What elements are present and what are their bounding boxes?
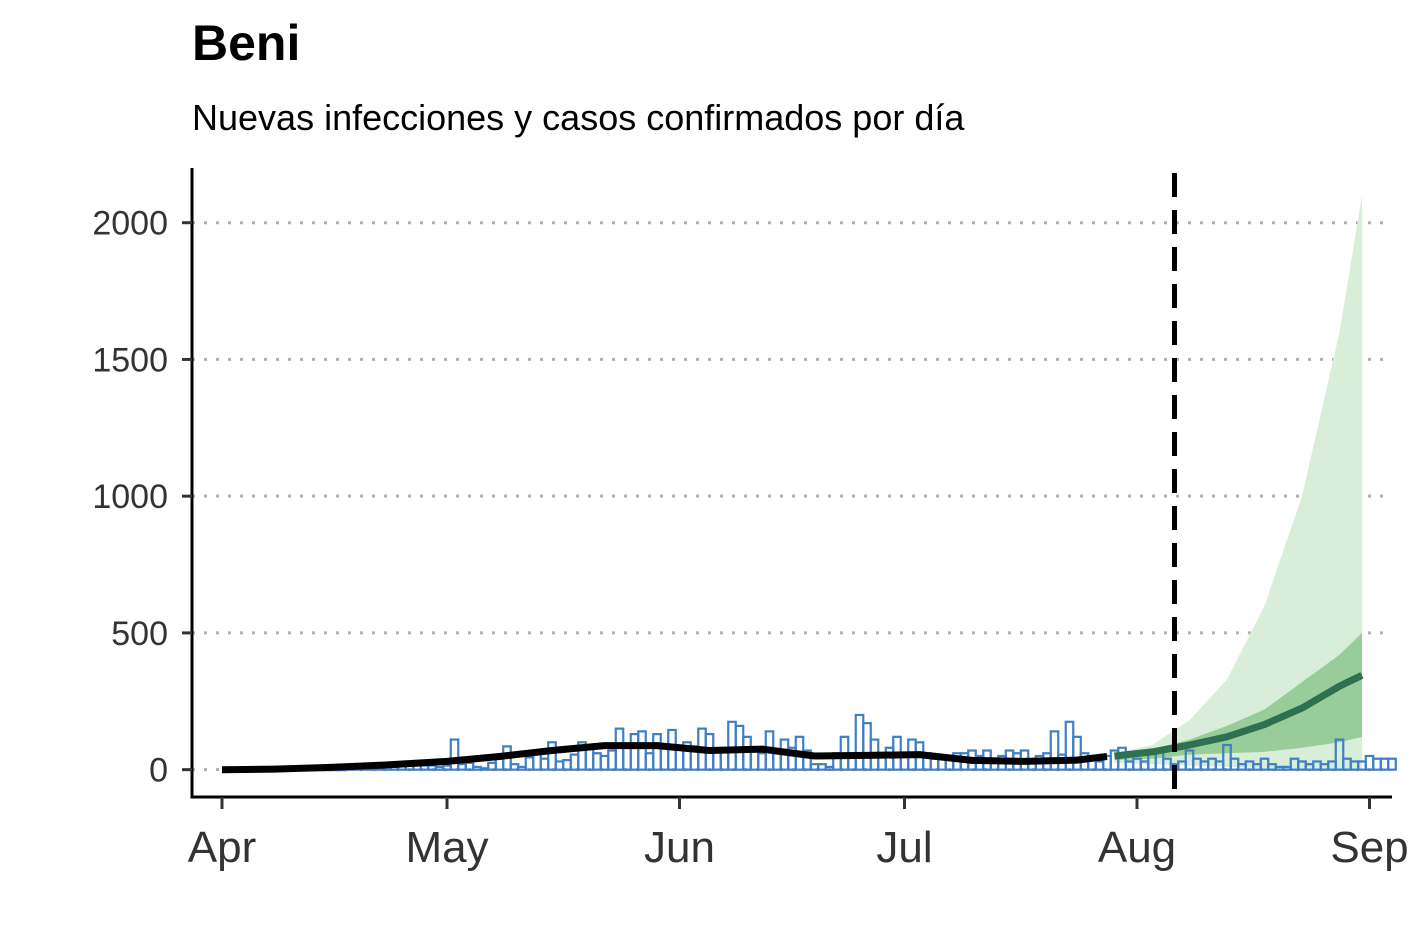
case-bar [929,757,940,771]
case-bar [539,757,550,771]
case-bar [509,763,520,771]
case-bar [862,722,872,771]
case-bar [494,757,505,771]
case-bar [1334,738,1345,771]
x-tick-label: Jul [876,823,932,872]
case-bar [854,713,865,771]
case-bar [742,735,752,771]
case-bar [1387,757,1397,771]
case-bar [434,765,445,771]
x-tick-label: Jun [644,823,715,872]
case-bar [659,746,670,771]
case-bar [442,764,452,771]
case-bar [1379,757,1390,771]
forecast-median-line [1114,672,1364,760]
x-tick-label: Aug [1098,823,1176,872]
lines [221,173,1364,797]
case-bar [1094,760,1105,771]
case-bar [487,761,497,771]
case-bar [757,752,767,771]
chart-subtitle: Nuevas infecciones y casos confirmados p… [192,97,965,138]
case-bar [1222,743,1232,771]
case-bar [614,727,625,771]
case-bar [592,752,602,771]
axes: 0 500 1000 1500 2000 Apr May Jun Jul Aug Sep [92,168,1409,872]
forecast-bands [1114,195,1362,770]
grid-lines [192,221,1392,772]
case-bar [449,738,460,771]
case-bar [1372,757,1382,771]
x-tick-label: May [405,823,488,872]
case-bar [652,732,662,771]
case-bar [524,756,535,771]
case-bar [637,730,647,771]
case-bar [457,763,467,771]
case-bar [472,765,482,771]
x-tick-label: Apr [188,823,256,872]
forecast-band-inner [1114,632,1362,761]
y-tick-label: 1500 [92,341,168,379]
case-bar [1364,754,1375,771]
y-tick-label: 0 [149,752,168,790]
case-bar [817,763,827,771]
case-bar [569,753,580,771]
case-bar [427,764,437,771]
x-tick-label: Sep [1330,823,1408,872]
case-bar [599,754,610,771]
case-bar [644,752,655,771]
case-bar [554,760,565,771]
y-tick-label: 500 [111,615,168,653]
case-bar [884,746,895,771]
case-bar [1072,735,1082,771]
case-bar [607,749,617,771]
case-bar [802,749,812,771]
chart-title: Beni [192,15,301,71]
case-bar [479,767,490,771]
case-bar [727,720,737,771]
estimated-infections-line [221,742,1108,774]
forecast-band-outer [1114,195,1362,770]
y-tick-label: 1000 [92,478,168,516]
case-bar [629,732,640,771]
case-bar [809,763,820,771]
case-bar [547,741,557,771]
case-bar [1049,730,1060,771]
case-bar [517,765,527,771]
case-bar [464,761,475,771]
y-tick-label: 2000 [92,205,168,243]
